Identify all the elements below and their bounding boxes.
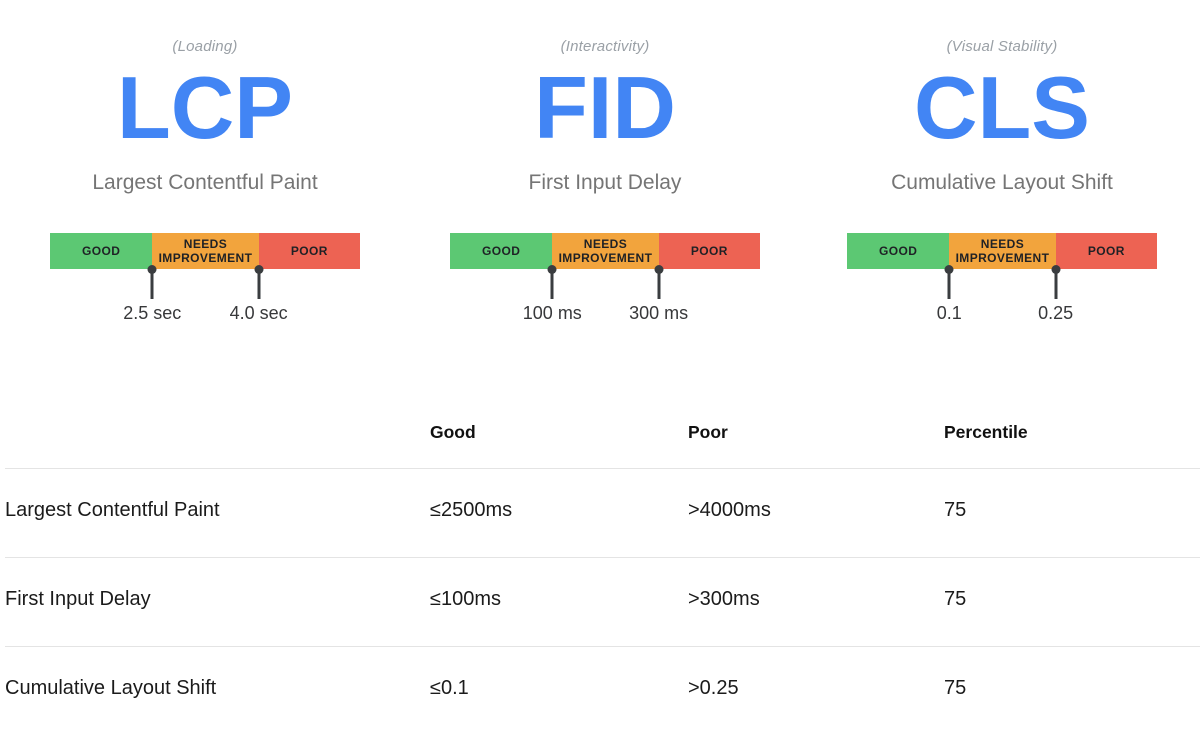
marker-dot-icon	[147, 264, 157, 274]
cell-good-threshold: ≤0.1	[430, 677, 469, 699]
cell-poor-threshold: >0.25	[688, 677, 739, 699]
header-percentile: Percentile	[944, 422, 1028, 442]
marker-dot-icon	[254, 264, 264, 274]
scale-bar: GOOD NEEDS IMPROVEMENT POOR	[450, 233, 760, 269]
segment-good: GOOD	[50, 233, 153, 269]
vital-full-name: Largest Contentful Paint	[92, 171, 318, 194]
segment-good-label: GOOD	[482, 244, 521, 258]
segment-needs-improvement-label: NEEDS IMPROVEMENT	[158, 237, 253, 265]
vital-full-name: Cumulative Layout Shift	[891, 171, 1113, 194]
segment-poor: POOR	[258, 233, 360, 269]
segment-needs-improvement-label: NEEDS IMPROVEMENT	[558, 237, 653, 265]
vital-abbreviation: CLS	[914, 58, 1090, 157]
vitals-row: (Loading) LCP Largest Contentful Paint G…	[0, 0, 1200, 325]
cell-poor-threshold: >4000ms	[688, 499, 771, 521]
cell-poor-threshold: >300ms	[688, 588, 760, 610]
scale-bar: GOOD NEEDS IMPROVEMENT POOR	[50, 233, 360, 269]
threshold-marker	[547, 264, 557, 299]
cell-metric-name: Cumulative Layout Shift	[5, 677, 217, 699]
segment-needs-improvement-label: NEEDS IMPROVEMENT	[955, 237, 1050, 265]
segment-poor: POOR	[1055, 233, 1157, 269]
threshold-value: 100 ms	[522, 303, 582, 323]
threshold-marker	[944, 264, 954, 299]
cell-metric-name: First Input Delay	[5, 588, 151, 610]
vital-card-fid: (Interactivity) FID First Input Delay GO…	[450, 38, 760, 325]
threshold-value: 2.5 sec	[123, 303, 182, 323]
threshold-marker	[147, 264, 157, 299]
cell-percentile: 75	[944, 677, 967, 699]
vital-full-name: First Input Delay	[528, 171, 682, 194]
vital-card-cls: (Visual Stability) CLS Cumulative Layout…	[847, 38, 1157, 325]
segment-poor-label: POOR	[1087, 244, 1125, 258]
table-row: Largest Contentful Paint ≤2500ms >4000ms…	[5, 468, 1200, 557]
vital-abbreviation: FID	[534, 58, 676, 157]
threshold-value: 0.1	[936, 303, 962, 323]
marker-dot-icon	[944, 264, 954, 274]
marker-stem	[657, 272, 661, 299]
header-good: Good	[430, 422, 476, 442]
marker-dot-icon	[547, 264, 557, 274]
marker-stem	[947, 272, 951, 299]
segment-good: GOOD	[450, 233, 553, 269]
marker-dot-icon	[654, 264, 664, 274]
threshold-value: 300 ms	[629, 303, 689, 323]
marker-dot-icon	[1051, 264, 1061, 274]
segment-needs-improvement: NEEDS IMPROVEMENT	[552, 233, 659, 269]
segment-good-label: GOOD	[879, 244, 918, 258]
segment-good: GOOD	[847, 233, 950, 269]
vital-abbreviation: LCP	[117, 58, 293, 157]
vital-category-label: (Visual Stability)	[946, 38, 1058, 55]
table-header-row: Good Poor Percentile	[5, 422, 1200, 468]
segment-good-label: GOOD	[82, 244, 121, 258]
marker-stem	[257, 272, 261, 299]
segment-needs-improvement: NEEDS IMPROVEMENT	[949, 233, 1056, 269]
threshold-value: 0.25	[1038, 303, 1074, 323]
cell-good-threshold: ≤100ms	[430, 588, 502, 610]
cell-good-threshold: ≤2500ms	[430, 499, 513, 521]
threshold-scale-cls: GOOD NEEDS IMPROVEMENT POOR 0.1 0.25	[847, 233, 1157, 325]
cell-percentile: 75	[944, 499, 967, 521]
vital-card-lcp: (Loading) LCP Largest Contentful Paint G…	[50, 38, 360, 325]
threshold-scale-lcp: GOOD NEEDS IMPROVEMENT POOR 2.5 sec 4.0 …	[50, 233, 360, 325]
segment-poor: POOR	[658, 233, 760, 269]
cell-percentile: 75	[944, 588, 967, 610]
threshold-scale-fid: GOOD NEEDS IMPROVEMENT POOR 100 ms 300 m…	[450, 233, 760, 325]
segment-needs-improvement: NEEDS IMPROVEMENT	[152, 233, 259, 269]
threshold-marker	[1051, 264, 1061, 299]
segment-poor-label: POOR	[290, 244, 328, 258]
marker-stem	[150, 272, 154, 299]
table-row: Cumulative Layout Shift ≤0.1 >0.25 75	[5, 646, 1200, 735]
cell-metric-name: Largest Contentful Paint	[5, 499, 220, 521]
header-poor: Poor	[688, 422, 728, 442]
vital-category-label: (Interactivity)	[560, 38, 650, 55]
scale-bar: GOOD NEEDS IMPROVEMENT POOR	[847, 233, 1157, 269]
marker-stem	[1054, 272, 1058, 299]
threshold-value: 4.0 sec	[229, 303, 288, 323]
vital-category-label: (Loading)	[172, 38, 238, 55]
marker-stem	[550, 272, 554, 299]
threshold-marker	[254, 264, 264, 299]
table-row: First Input Delay ≤100ms >300ms 75	[5, 557, 1200, 646]
threshold-marker	[654, 264, 664, 299]
segment-poor-label: POOR	[690, 244, 728, 258]
metrics-table: Good Poor Percentile Largest Contentful …	[0, 422, 1200, 735]
